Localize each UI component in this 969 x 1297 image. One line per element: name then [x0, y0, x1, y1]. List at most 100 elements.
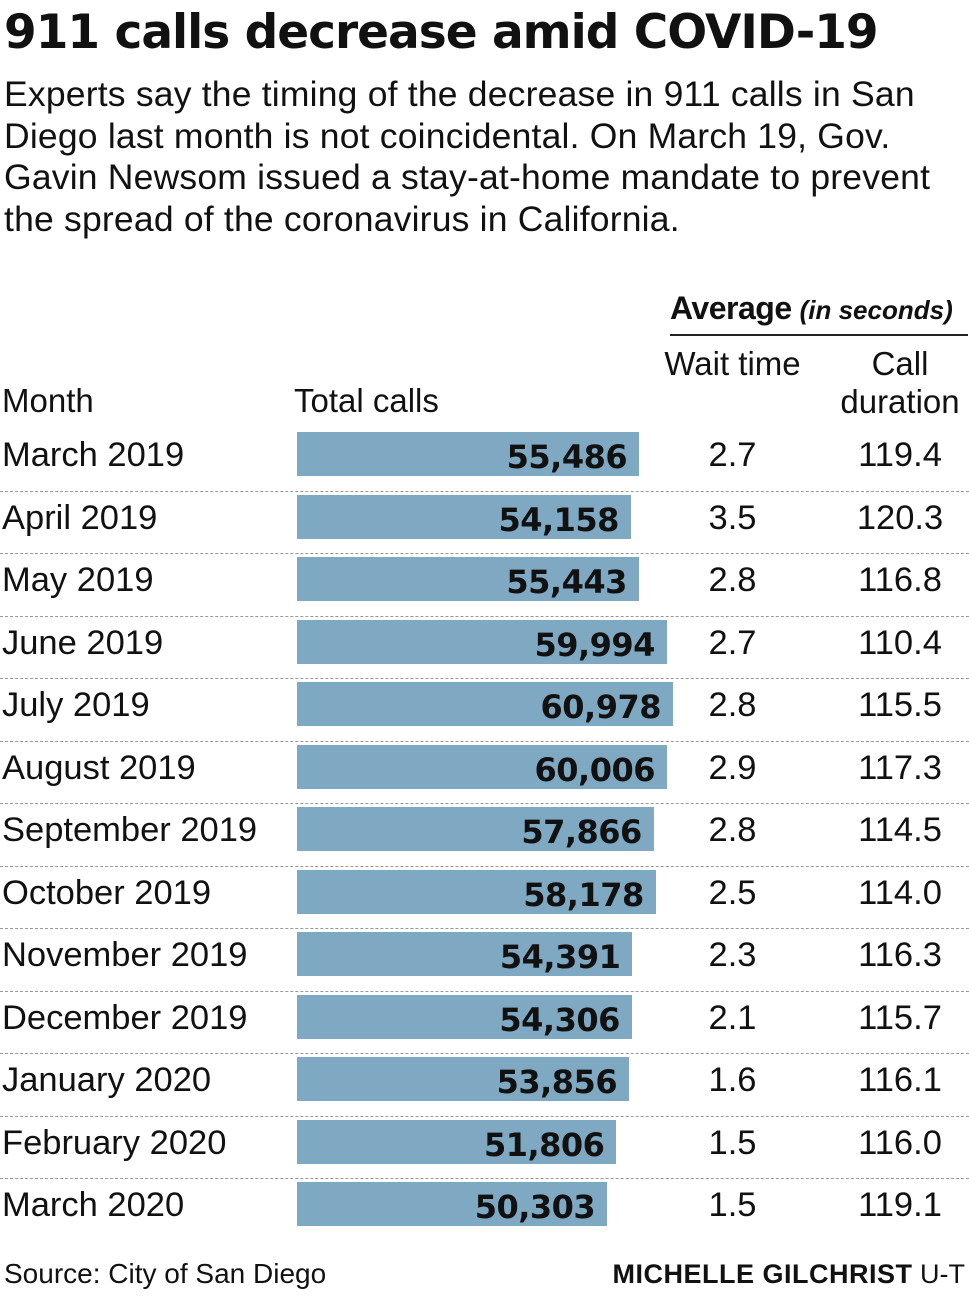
chart-title: 911 calls decrease amid COVID-19 — [4, 5, 879, 60]
row-divider — [0, 740, 969, 742]
total-calls-bar: 51,806 — [297, 1119, 617, 1164]
call-duration-value: 110.4 — [858, 623, 942, 662]
total-calls-bar: 53,856 — [297, 1057, 630, 1101]
wait-time-value: 2.7 — [708, 436, 757, 474]
table-row: January 2020 53,856 1.6 116.1 — [0, 1054, 969, 1117]
row-divider — [0, 928, 969, 929]
source-note: Source: City of San Diego — [4, 1258, 327, 1289]
wait-time-value: 2.3 — [708, 936, 757, 974]
table-row: March 2020 50,303 1.5 119.1 — [0, 1179, 969, 1242]
total-calls-bar: 55,443 — [297, 557, 639, 601]
total-calls-bar: 59,994 — [297, 619, 667, 664]
wait-time-value: 2.1 — [708, 998, 757, 1037]
total-calls-value: 59,994 — [534, 625, 655, 664]
table-row: February 2020 51,806 1.5 116.0 — [0, 1117, 969, 1179]
row-divider — [0, 803, 969, 804]
table-row: December 2019 54,306 2.1 115.7 — [0, 992, 969, 1054]
row-divider — [0, 615, 969, 617]
total-calls-value: 55,486 — [506, 438, 628, 476]
total-calls-value: 60,006 — [534, 750, 656, 789]
table-row: November 2019 54,391 2.3 116.3 — [0, 929, 969, 992]
wait-time-value: 2.8 — [708, 811, 757, 849]
call-duration-value: 115.7 — [858, 998, 942, 1037]
wait-time-value: 2.5 — [708, 873, 757, 912]
column-header-total-calls: Total calls — [294, 382, 439, 419]
total-calls-bar: 60,978 — [297, 682, 673, 726]
total-calls-value: 55,443 — [506, 563, 627, 601]
table-row: September 2019 57,866 2.8 114.5 — [0, 804, 969, 867]
total-calls-value: 53,856 — [496, 1063, 618, 1101]
total-calls-value: 58,178 — [523, 875, 644, 914]
call-duration-value: 119.1 — [858, 1186, 942, 1224]
table-row: August 2019 60,006 2.9 117.3 — [0, 742, 969, 804]
column-header-call-duration: Call duration — [840, 345, 960, 420]
total-calls-value: 54,158 — [498, 500, 619, 539]
wait-time-value: 1.6 — [708, 1061, 757, 1099]
month-label: June 2019 — [2, 623, 164, 662]
call-duration-value: 114.0 — [858, 873, 942, 912]
total-calls-value: 51,806 — [483, 1125, 605, 1164]
average-header-unit: (in seconds) — [799, 295, 953, 325]
row-divider — [0, 1178, 969, 1179]
month-label: March 2020 — [2, 1186, 185, 1224]
average-header-title: Average — [670, 290, 792, 326]
wait-time-value: 1.5 — [708, 1123, 757, 1162]
call-duration-value: 115.5 — [858, 686, 942, 724]
table-row: March 2019 55,486 2.7 119.4 — [0, 429, 969, 492]
month-label: August 2019 — [2, 748, 196, 787]
month-label: October 2019 — [2, 873, 212, 912]
total-calls-bar: 55,486 — [297, 432, 640, 476]
month-label: January 2020 — [2, 1061, 212, 1099]
table-row: October 2019 58,178 2.5 114.0 — [0, 867, 969, 929]
total-calls-value: 54,391 — [499, 938, 621, 976]
wait-time-value: 2.7 — [708, 623, 757, 662]
call-duration-value: 120.3 — [856, 498, 944, 537]
call-duration-value: 116.8 — [858, 561, 942, 599]
column-header-month: Month — [2, 382, 94, 419]
row-divider — [0, 1115, 969, 1117]
month-label: March 2019 — [2, 436, 185, 474]
total-calls-bar: 58,178 — [297, 869, 656, 914]
total-calls-value: 57,866 — [521, 813, 642, 851]
total-calls-value: 60,978 — [540, 688, 662, 726]
average-group-header: Average (in seconds) — [670, 286, 968, 336]
row-divider — [0, 678, 969, 679]
month-label: December 2019 — [2, 998, 248, 1037]
call-duration-value: 116.3 — [858, 936, 942, 974]
total-calls-bar: 54,391 — [297, 932, 633, 976]
month-label: September 2019 — [2, 811, 258, 849]
call-duration-value: 117.3 — [858, 748, 942, 787]
wait-time-value: 3.5 — [708, 498, 757, 537]
total-calls-bar: 54,158 — [297, 494, 631, 539]
wait-time-value: 2.8 — [708, 561, 757, 599]
row-divider — [0, 553, 969, 554]
total-calls-value: 50,303 — [474, 1188, 596, 1226]
table-row: July 2019 60,978 2.8 115.5 — [0, 679, 969, 742]
total-calls-bar: 50,303 — [297, 1182, 608, 1226]
credit-line: MICHELLE GILCHRIST U-T — [613, 1256, 966, 1292]
credit-organization: U-T — [920, 1259, 965, 1289]
wait-time-value: 2.8 — [708, 686, 757, 724]
month-label: July 2019 — [2, 686, 150, 724]
wait-time-value: 1.5 — [708, 1186, 757, 1224]
total-calls-value: 54,306 — [499, 1000, 620, 1039]
column-header-wait-time: Wait time — [664, 345, 801, 382]
row-divider — [0, 1053, 969, 1054]
total-calls-bar: 54,306 — [297, 994, 632, 1039]
month-label: November 2019 — [2, 936, 248, 974]
call-duration-value: 114.5 — [858, 811, 942, 849]
table-row: June 2019 59,994 2.7 110.4 — [0, 617, 969, 679]
total-calls-bar: 57,866 — [297, 807, 654, 851]
month-label: May 2019 — [2, 561, 154, 599]
month-label: April 2019 — [2, 498, 158, 537]
chart-subtitle: Experts say the timing of the decrease i… — [4, 74, 931, 239]
call-duration-value: 116.0 — [858, 1123, 942, 1162]
table-row: April 2019 54,158 3.5 120.3 — [0, 492, 969, 554]
total-calls-bar: 60,006 — [297, 744, 667, 789]
table-row: May 2019 55,443 2.8 116.8 — [0, 554, 969, 617]
credit-author: MICHELLE GILCHRIST — [612, 1259, 913, 1289]
row-divider — [0, 490, 969, 492]
month-label: February 2020 — [2, 1123, 227, 1162]
wait-time-value: 2.9 — [708, 748, 757, 787]
call-duration-value: 116.1 — [858, 1061, 942, 1099]
